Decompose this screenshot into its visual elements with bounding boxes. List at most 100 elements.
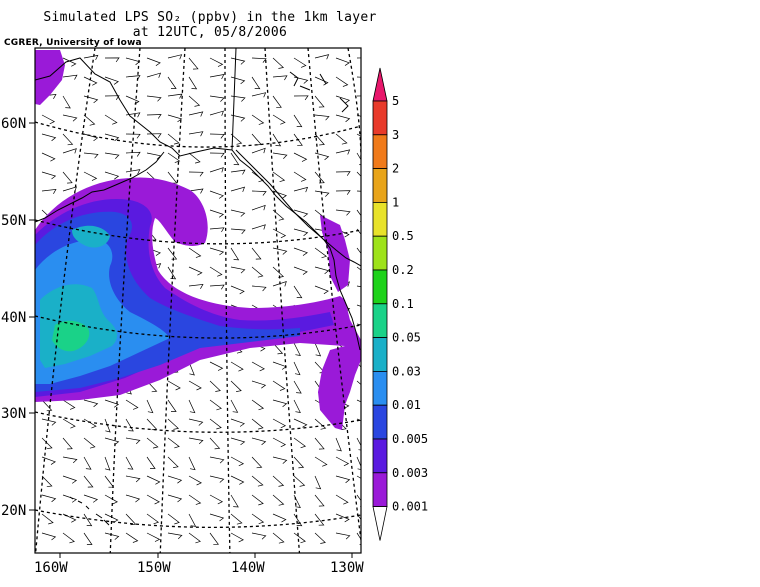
wind-barb bbox=[83, 171, 98, 181]
wind-barb bbox=[293, 247, 308, 256]
wind-barb bbox=[251, 76, 261, 90]
wind-barb bbox=[335, 456, 350, 467]
colorbar-swatch bbox=[372, 100, 388, 136]
wind-barb bbox=[62, 133, 74, 146]
wind-barb bbox=[209, 437, 221, 450]
wind-barb bbox=[209, 475, 225, 483]
meridian-3 bbox=[159, 48, 186, 553]
colorbar-level-label: 3 bbox=[392, 128, 399, 142]
wind-barb bbox=[83, 456, 92, 470]
wind-barb bbox=[293, 266, 308, 275]
wind-barb bbox=[335, 57, 350, 66]
alaska-peninsula bbox=[103, 151, 165, 191]
wind-barb bbox=[83, 418, 97, 429]
wind-barb bbox=[62, 437, 73, 450]
wind-barb bbox=[251, 475, 264, 487]
wind-barb bbox=[293, 418, 308, 428]
colorbar-swatch bbox=[372, 438, 388, 474]
wind-barb bbox=[188, 418, 204, 426]
wind-barb bbox=[356, 532, 361, 545]
wind-barb bbox=[125, 494, 141, 503]
wind-barb bbox=[356, 513, 361, 526]
wind-barb bbox=[251, 380, 267, 389]
wind-barb bbox=[293, 475, 306, 487]
wind-barb bbox=[293, 456, 305, 469]
wind-barb bbox=[167, 437, 180, 449]
wind-barb bbox=[62, 475, 78, 484]
colorbar-level-label: 5 bbox=[392, 94, 399, 108]
wind-barb bbox=[209, 152, 225, 158]
wind-barb bbox=[209, 227, 225, 233]
wind-barb bbox=[104, 171, 120, 180]
wind-barb bbox=[230, 169, 246, 175]
wind-barb bbox=[83, 152, 99, 159]
colorbar-level-label: 1 bbox=[392, 195, 399, 209]
wind-barb bbox=[272, 281, 287, 287]
wind-barb bbox=[167, 54, 183, 60]
meridian-6 bbox=[307, 48, 361, 541]
wind-barb bbox=[314, 456, 328, 467]
wind-barb bbox=[251, 437, 267, 446]
wind-barb bbox=[335, 149, 351, 155]
wind-barb bbox=[209, 418, 222, 430]
wind-barb bbox=[293, 437, 307, 449]
wind-barb bbox=[41, 494, 57, 503]
wind-barb bbox=[293, 95, 309, 101]
wind-barb bbox=[230, 532, 244, 543]
wind-barb bbox=[62, 399, 76, 410]
wind-barb bbox=[209, 167, 224, 173]
wind-barb bbox=[146, 57, 161, 66]
wind-barb bbox=[188, 76, 198, 90]
wind-barb bbox=[272, 399, 288, 408]
wind-barb bbox=[272, 418, 287, 429]
wind-barb bbox=[293, 494, 301, 508]
wind-barb bbox=[251, 190, 267, 196]
wind-barb bbox=[293, 285, 303, 299]
wind-barb bbox=[335, 494, 349, 505]
wind-barb bbox=[62, 532, 75, 544]
wind-barb bbox=[272, 437, 287, 448]
wind-barb bbox=[62, 114, 78, 122]
wind-barb bbox=[125, 133, 141, 139]
wind-barb bbox=[335, 437, 342, 452]
wind-barb bbox=[251, 494, 264, 506]
wind-barb bbox=[104, 152, 120, 159]
wind-barb bbox=[125, 437, 141, 445]
wind-barb bbox=[167, 152, 181, 163]
aleutian-islands bbox=[35, 189, 105, 223]
wind-barb bbox=[83, 114, 96, 126]
wind-barb bbox=[356, 171, 361, 177]
colorbar-swatch bbox=[372, 134, 388, 170]
wind-barb bbox=[230, 399, 239, 413]
wind-barb bbox=[335, 133, 348, 145]
wind-barb bbox=[293, 209, 309, 218]
plume-coastal-strip bbox=[320, 215, 350, 292]
wind-barb bbox=[167, 266, 177, 280]
wind-barb bbox=[251, 532, 267, 540]
parallel-50 bbox=[35, 219, 361, 245]
wind-barb bbox=[356, 437, 361, 451]
wind-barb bbox=[293, 57, 307, 68]
wind-barb bbox=[272, 152, 288, 159]
wind-barb bbox=[188, 494, 202, 505]
wind-barb bbox=[209, 74, 225, 80]
wind-barb bbox=[62, 95, 71, 109]
wind-barb bbox=[167, 133, 180, 145]
wind-barb bbox=[146, 399, 154, 414]
lon-label-140w: 140W bbox=[231, 560, 265, 576]
wind-barb bbox=[230, 475, 245, 485]
wind-barb bbox=[356, 456, 361, 470]
wind-barb bbox=[335, 190, 351, 195]
wind-barb bbox=[335, 171, 351, 176]
meridian-5 bbox=[264, 48, 301, 553]
wind-barb bbox=[209, 247, 225, 256]
wind-barb bbox=[188, 361, 195, 376]
wind-barb bbox=[104, 494, 118, 505]
wind-barb bbox=[314, 152, 330, 161]
wind-barb bbox=[125, 418, 134, 432]
wind-barb bbox=[62, 57, 77, 67]
lon-label-130w: 130W bbox=[330, 560, 364, 576]
wind-barb bbox=[272, 532, 285, 544]
wind-barb bbox=[209, 456, 225, 464]
